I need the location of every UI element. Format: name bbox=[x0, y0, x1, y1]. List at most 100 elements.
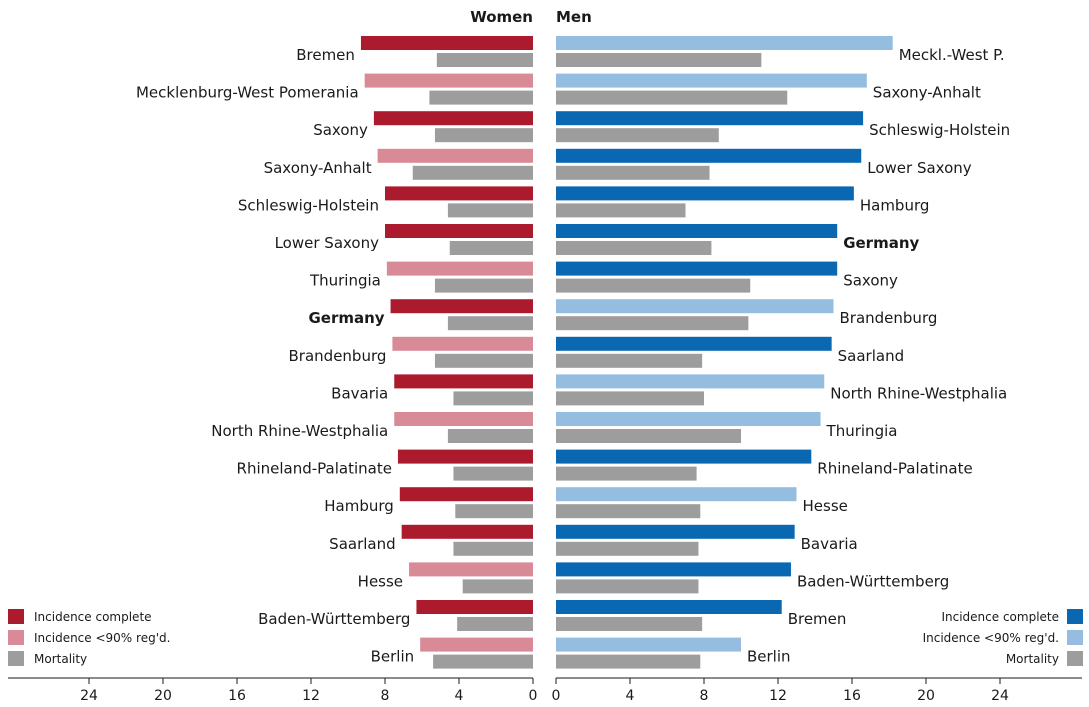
men-incidence-bar-lower-saxony bbox=[556, 148, 862, 163]
women-incidence-bar-saarland bbox=[401, 524, 533, 539]
women-legend-label: Mortality bbox=[34, 652, 87, 666]
men-legend: Incidence complete Incidence <90% reg'd. M… bbox=[923, 609, 1083, 666]
men-row-label-saxony-anhalt: Saxony-Anhalt bbox=[873, 84, 981, 102]
men-legend-swatch bbox=[1067, 651, 1083, 666]
men-mortality-bar-meckl-west-p bbox=[556, 53, 762, 67]
women-row-label-baden-w-rttemberg: Baden-Württemberg bbox=[258, 610, 410, 628]
women-incidence-bar-mecklenburg-west-pomerania bbox=[364, 73, 533, 88]
women-row-label-lower-saxony: Lower Saxony bbox=[275, 234, 380, 252]
men-bars: Meckl.-West P. Saxony-Anhalt Schleswig-Hol… bbox=[556, 36, 1010, 669]
women-incidence-bar-saxony bbox=[373, 111, 533, 126]
men-tick-label: 20 bbox=[917, 688, 935, 704]
men-mortality-bar-saarland bbox=[556, 353, 703, 368]
women-row-label-mecklenburg-west-pomerania: Mecklenburg-West Pomerania bbox=[136, 84, 359, 102]
men-mortality-bar-bavaria bbox=[556, 541, 699, 556]
men-mortality-bar-saxony bbox=[556, 278, 751, 293]
women-bars: Bremen Mecklenburg-West Pomerania Saxony Sa… bbox=[136, 36, 533, 669]
women-row-label-north-rhine-westphalia: North Rhine-Westphalia bbox=[211, 422, 388, 440]
men-incidence-bar-saxony-anhalt bbox=[556, 73, 867, 88]
men-tick-label: 16 bbox=[843, 688, 861, 704]
men-panel-title: Men bbox=[556, 8, 592, 26]
men-mortality-bar-thuringia bbox=[556, 429, 741, 443]
men-row-label-north-rhine-westphalia: North Rhine-Westphalia bbox=[830, 384, 1007, 402]
men-incidence-bar-north-rhine-westphalia bbox=[556, 374, 825, 389]
women-mortality-bar-rhineland-palatinate bbox=[453, 466, 533, 481]
women-incidence-bar-thuringia bbox=[386, 261, 533, 276]
women-incidence-bar-brandenburg bbox=[392, 336, 533, 351]
men-incidence-bar-hesse bbox=[556, 487, 797, 502]
women-mortality-bar-bremen bbox=[436, 53, 533, 67]
men-incidence-bar-germany bbox=[556, 224, 838, 238]
men-mortality-bar-hamburg bbox=[556, 203, 686, 218]
men-incidence-bar-schleswig-holstein bbox=[556, 111, 864, 126]
men-incidence-bar-saarland bbox=[556, 336, 832, 351]
men-mortality-bar-berlin bbox=[556, 654, 701, 669]
women-incidence-bar-bavaria bbox=[394, 374, 533, 389]
women-row-label-thuringia: Thuringia bbox=[309, 272, 381, 290]
women-tick-label: 12 bbox=[302, 688, 320, 704]
men-row-label-hamburg: Hamburg bbox=[860, 196, 930, 214]
women-tick-label: 8 bbox=[381, 688, 390, 704]
women-row-label-berlin: Berlin bbox=[371, 648, 415, 666]
women-row-label-bavaria: Bavaria bbox=[331, 384, 388, 402]
women-legend: Incidence complete Incidence <90% reg'd. M… bbox=[8, 609, 170, 666]
men-legend-label: Incidence <90% reg'd. bbox=[923, 631, 1059, 645]
men-incidence-bar-saxony bbox=[556, 261, 838, 276]
men-row-label-thuringia: Thuringia bbox=[826, 422, 898, 440]
women-row-label-germany: Germany bbox=[308, 309, 384, 327]
men-incidence-bar-hamburg bbox=[556, 186, 854, 201]
men-incidence-bar-berlin bbox=[556, 637, 741, 652]
men-mortality-bar-rhineland-palatinate bbox=[556, 466, 697, 481]
men-legend-swatch bbox=[1067, 630, 1083, 645]
men-legend-label: Mortality bbox=[1006, 652, 1059, 666]
men-row-label-saxony: Saxony bbox=[843, 272, 898, 290]
men-row-label-baden-w-rttemberg: Baden-Württemberg bbox=[797, 572, 949, 590]
women-incidence-bar-lower-saxony bbox=[385, 224, 533, 238]
men-mortality-bar-brandenburg bbox=[556, 316, 749, 331]
men-tick-label: 12 bbox=[769, 688, 787, 704]
men-mortality-bar-bremen bbox=[556, 617, 703, 631]
women-incidence-bar-baden-w-rttemberg bbox=[416, 600, 533, 614]
women-incidence-bar-schleswig-holstein bbox=[385, 186, 533, 201]
men-row-label-lower-saxony: Lower Saxony bbox=[867, 159, 972, 177]
men-mortality-bar-schleswig-holstein bbox=[556, 128, 719, 143]
women-mortality-bar-schleswig-holstein bbox=[447, 203, 533, 218]
men-incidence-bar-thuringia bbox=[556, 412, 821, 426]
women-incidence-bar-saxony-anhalt bbox=[377, 148, 533, 163]
women-mortality-bar-north-rhine-westphalia bbox=[447, 429, 533, 443]
men-mortality-bar-north-rhine-westphalia bbox=[556, 391, 704, 406]
women-row-label-schleswig-holstein: Schleswig-Holstein bbox=[238, 196, 379, 214]
women-legend-swatch bbox=[8, 609, 24, 624]
men-mortality-bar-baden-w-rttemberg bbox=[556, 579, 699, 594]
women-mortality-bar-baden-w-rttemberg bbox=[457, 617, 533, 631]
men-tick-label: 4 bbox=[626, 688, 635, 704]
men-row-label-brandenburg: Brandenburg bbox=[840, 309, 938, 327]
men-x-axis: 0 4 8 12 16 20 24 bbox=[552, 677, 1082, 704]
women-incidence-bar-bremen bbox=[360, 36, 533, 50]
women-mortality-bar-hesse bbox=[462, 579, 533, 594]
men-row-label-saarland: Saarland bbox=[838, 347, 904, 365]
women-mortality-bar-berlin bbox=[433, 654, 533, 669]
women-panel-title: Women bbox=[470, 8, 533, 26]
women-tick-label: 4 bbox=[455, 688, 464, 704]
men-row-label-schleswig-holstein: Schleswig-Holstein bbox=[869, 121, 1010, 139]
men-incidence-bar-rhineland-palatinate bbox=[556, 449, 812, 464]
men-incidence-bar-baden-w-rttemberg bbox=[556, 562, 791, 577]
men-legend-swatch bbox=[1067, 609, 1083, 624]
women-tick-label: 16 bbox=[228, 688, 246, 704]
women-mortality-bar-hamburg bbox=[455, 504, 533, 519]
men-row-label-rhineland-palatinate: Rhineland-Palatinate bbox=[817, 460, 972, 478]
men-mortality-bar-germany bbox=[556, 241, 712, 255]
women-legend-swatch bbox=[8, 630, 24, 645]
women-tick-label: 0 bbox=[529, 688, 538, 704]
men-row-label-meckl-west-p: Meckl.-West P. bbox=[899, 46, 1005, 64]
women-mortality-bar-brandenburg bbox=[434, 353, 533, 368]
women-mortality-bar-saxony-anhalt bbox=[412, 165, 533, 180]
women-mortality-bar-bavaria bbox=[453, 391, 533, 406]
women-row-label-saxony: Saxony bbox=[313, 121, 368, 139]
women-x-axis: 24 20 16 12 8 4 0 bbox=[8, 677, 538, 704]
women-tick-label: 20 bbox=[154, 688, 172, 704]
men-legend-label: Incidence complete bbox=[941, 610, 1059, 624]
men-row-label-germany: Germany bbox=[843, 234, 919, 252]
